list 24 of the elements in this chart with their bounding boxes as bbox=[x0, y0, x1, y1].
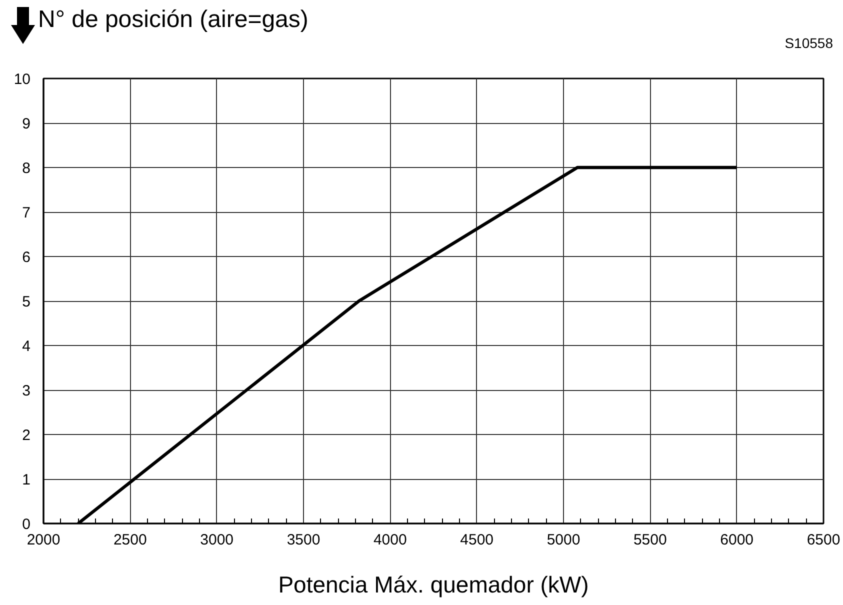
x-axis-title: Potencia Máx. quemador (kW) bbox=[278, 572, 589, 598]
y-tick-label: 8 bbox=[22, 160, 30, 177]
y-tick-label: 7 bbox=[22, 204, 30, 222]
y-tick-label: 6 bbox=[22, 249, 30, 266]
y-tick-label: 3 bbox=[22, 382, 30, 400]
y-tick-label: 4 bbox=[22, 338, 30, 355]
x-tick-label: 5500 bbox=[633, 532, 667, 548]
x-tick-label: 3500 bbox=[286, 532, 320, 548]
x-tick-label: 4000 bbox=[373, 532, 407, 548]
x-tick-label: 2500 bbox=[113, 532, 147, 548]
x-tick-label: 3000 bbox=[200, 532, 234, 548]
y-axis-title: N° de posición (aire=gas) bbox=[38, 5, 308, 35]
y-tick-label: 10 bbox=[14, 71, 31, 88]
x-tick-label: 2000 bbox=[26, 532, 60, 548]
y-tick-label: 5 bbox=[22, 294, 30, 310]
x-tick-label: 4500 bbox=[460, 532, 494, 548]
y-tick-label: 1 bbox=[22, 472, 30, 488]
x-tick-label: 6000 bbox=[720, 532, 754, 548]
annotation: S10558 bbox=[784, 35, 833, 51]
y-tick-label: 9 bbox=[22, 116, 30, 132]
x-tick-label: 5000 bbox=[546, 532, 580, 548]
y-tick-label: 2 bbox=[22, 427, 30, 444]
x-tick-label: 6500 bbox=[806, 532, 840, 548]
y-tick-label: 0 bbox=[22, 516, 30, 533]
